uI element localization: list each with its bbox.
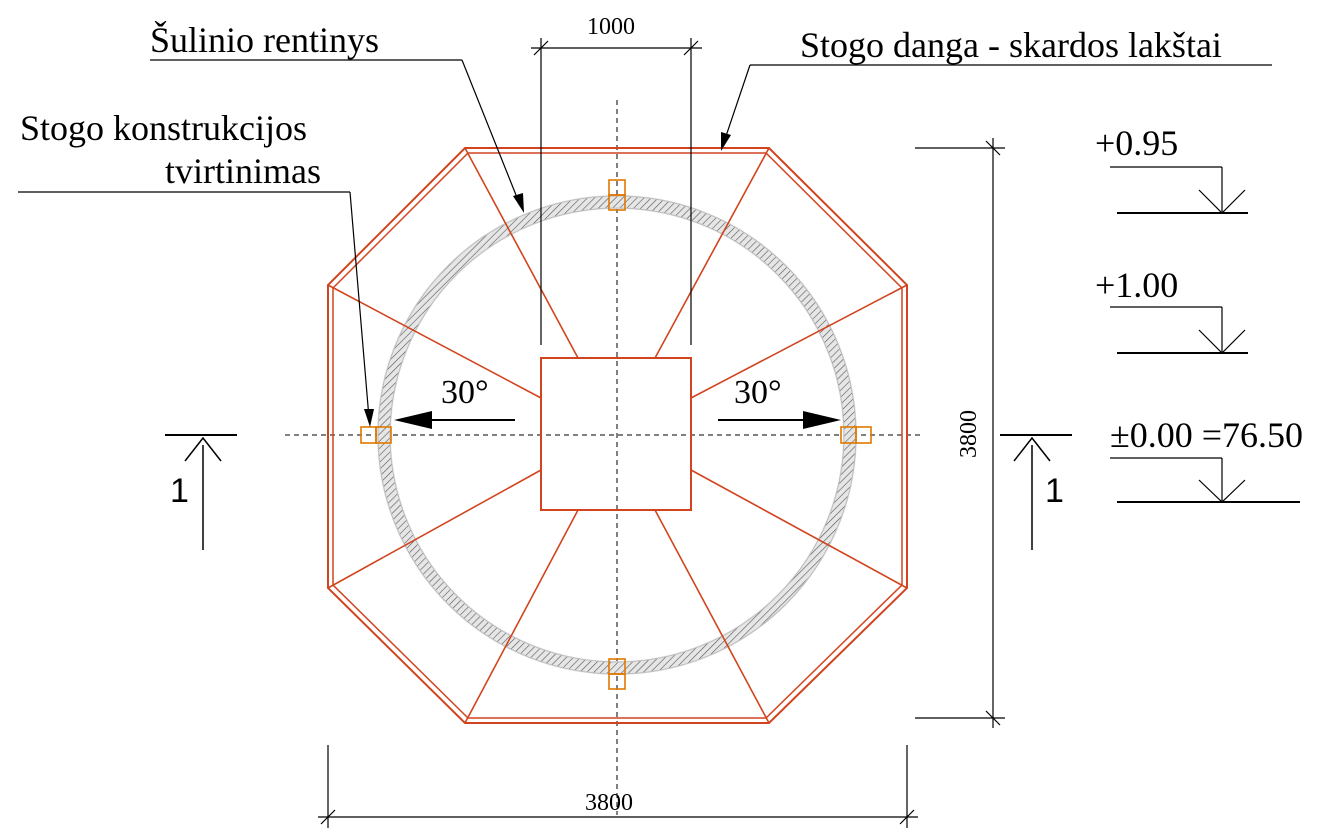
dimension-right-value: 3800 xyxy=(956,410,982,458)
level-marker-3 xyxy=(1110,457,1300,503)
slope-label-left: 30° xyxy=(441,374,489,411)
level-text-2: +1.00 xyxy=(1095,265,1178,305)
section-mark-left-number: 1 xyxy=(170,472,189,510)
slope-label-right: 30° xyxy=(734,374,782,411)
roof-fixing-anchors xyxy=(360,179,872,690)
label-well-ring: Šulinio rentinys xyxy=(150,20,379,60)
dimension-bottom-value: 3800 xyxy=(585,790,633,816)
leader-well-ring xyxy=(150,59,524,213)
dimension-right xyxy=(915,138,1005,728)
label-roof-fixing-line1: Stogo konstrukcijos xyxy=(20,108,307,148)
level-marker-1 xyxy=(1110,166,1248,214)
anchor-top-2 xyxy=(608,194,626,211)
anchor-right-2 xyxy=(855,426,872,444)
dimension-top-value: 1000 xyxy=(587,14,635,40)
anchor-bottom-2 xyxy=(608,673,626,690)
center-axes xyxy=(285,100,920,815)
label-roof-fixing-line2: tvirtinimas xyxy=(165,151,321,191)
level-text-3: ±0.00 =76.50 xyxy=(1110,415,1303,455)
roof-ridges xyxy=(327,147,908,724)
label-roof-covering: Stogo danga - skardos lakštai xyxy=(800,25,1222,65)
dimension-top xyxy=(531,38,702,345)
anchor-left-2 xyxy=(375,426,392,444)
dimension-bottom xyxy=(318,745,918,828)
section-mark-left xyxy=(165,434,237,550)
slope-arrow-right xyxy=(718,411,841,429)
slope-arrow-left xyxy=(394,411,515,429)
level-text-1: +0.95 xyxy=(1095,123,1178,163)
level-marker-2 xyxy=(1110,306,1248,354)
leader-roof-covering xyxy=(721,64,1272,151)
leader-roof-fixing xyxy=(18,191,374,427)
section-mark-right xyxy=(1000,434,1072,550)
central-square xyxy=(540,357,692,511)
section-mark-right-number: 1 xyxy=(1045,472,1064,510)
